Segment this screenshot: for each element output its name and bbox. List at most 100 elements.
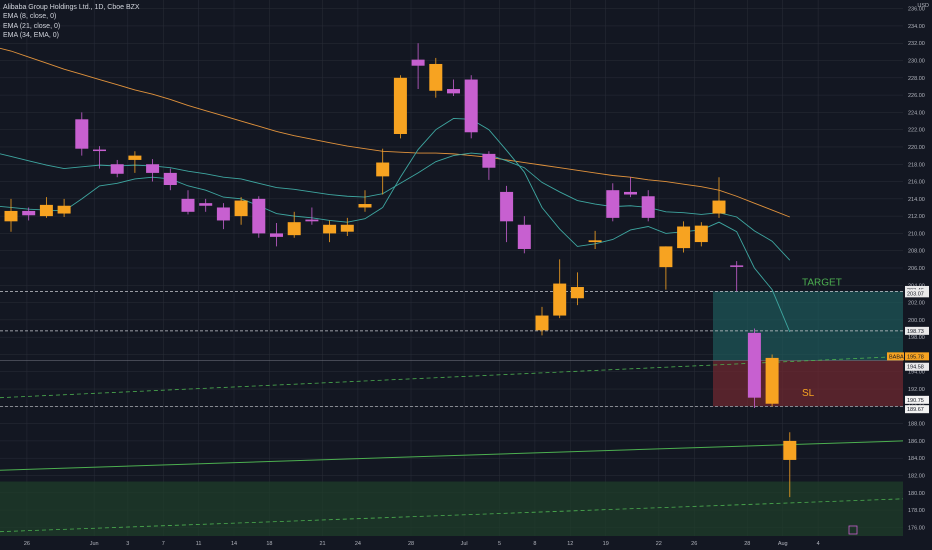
candle-body xyxy=(393,77,407,134)
target-zone xyxy=(713,291,903,361)
candle-body xyxy=(323,224,337,234)
time-tick-label: 7 xyxy=(162,541,165,547)
price-tick-label: 210.00 xyxy=(908,231,925,237)
price-tick-label: 228.00 xyxy=(908,76,925,82)
stop-zone xyxy=(713,360,903,407)
time-tick-label: 3 xyxy=(126,541,129,547)
price-tick-label: 198.00 xyxy=(908,335,925,341)
candle-body xyxy=(75,119,89,149)
candle-body xyxy=(447,89,460,94)
time-tick-label: 26 xyxy=(24,541,30,547)
price-tick-label: 208.00 xyxy=(908,249,925,255)
price-tick-label: 216.00 xyxy=(908,180,925,186)
candle-body xyxy=(712,200,726,214)
price-tag-bg xyxy=(905,405,929,414)
time-tick-label: Aug xyxy=(778,541,788,547)
candle-body xyxy=(677,226,691,249)
price-tick-label: 176.00 xyxy=(908,525,925,531)
candle-body xyxy=(216,207,230,221)
candle-body xyxy=(624,191,637,195)
trend-line-dashed-upper xyxy=(0,355,904,399)
candle-body xyxy=(39,204,53,217)
candle-body xyxy=(199,203,213,206)
price-tick-label: 194.00 xyxy=(908,370,925,376)
candle-body xyxy=(287,222,301,236)
price-tick-label: 214.00 xyxy=(908,197,925,203)
candle-body xyxy=(358,204,372,208)
time-tick-label: 8 xyxy=(533,541,536,547)
chart-legend: Alibaba Group Holdings Ltd., 1D, Cboe BZ… xyxy=(3,3,140,41)
currency-label: USD xyxy=(917,3,929,9)
candle-body xyxy=(517,224,531,249)
price-tick-label: 186.00 xyxy=(908,439,925,445)
candle-body xyxy=(340,224,354,232)
candle-body xyxy=(553,283,567,316)
price-tag-bg xyxy=(905,289,929,298)
price-tick-label: 188.00 xyxy=(908,422,925,428)
price-tick-label: 192.00 xyxy=(908,387,925,393)
price-tick-label: 178.00 xyxy=(908,508,925,514)
price-tick-label: 206.00 xyxy=(908,266,925,272)
candle-body xyxy=(163,172,177,186)
ema-21-line xyxy=(0,152,791,261)
candle-body xyxy=(22,210,36,216)
stop-loss-annotation: SL xyxy=(802,388,815,399)
candle-body xyxy=(181,198,195,212)
time-tick-label: 4 xyxy=(817,541,820,547)
time-tick-label: 24 xyxy=(355,541,361,547)
symbol-tag-label: BABA xyxy=(889,354,904,360)
time-tick-label: 18 xyxy=(266,541,272,547)
candle-body xyxy=(305,219,319,222)
price-tag-bg xyxy=(905,352,929,361)
ema-34-line xyxy=(0,47,790,218)
price-tag-bg xyxy=(905,326,929,335)
tradingview-marker-icon xyxy=(848,525,858,535)
price-tick-label: 218.00 xyxy=(908,162,925,168)
price-tag-label: 195.78 xyxy=(907,354,924,360)
candle-body xyxy=(730,265,744,267)
candle-body xyxy=(606,190,620,218)
candle-body xyxy=(659,246,673,268)
candle-body xyxy=(500,191,514,222)
price-tick-label: 182.00 xyxy=(908,473,925,479)
price-tick-label: 200.00 xyxy=(908,318,925,324)
time-axis-bg xyxy=(0,536,932,550)
price-tick-label: 212.00 xyxy=(908,214,925,220)
candle-body xyxy=(429,63,443,91)
candle-body xyxy=(783,440,797,460)
bottom-zone xyxy=(0,481,903,536)
candle-body xyxy=(482,153,496,168)
price-tag-label: 194.58 xyxy=(907,365,924,371)
candle-body xyxy=(128,155,142,160)
legend-title: Alibaba Group Holdings Ltd., 1D, Cboe BZ… xyxy=(3,4,140,11)
candle-body xyxy=(270,233,283,237)
candle-body xyxy=(411,59,425,66)
price-tick-label: 234.00 xyxy=(908,24,925,30)
time-tick-label: 28 xyxy=(408,541,414,547)
price-tick-label: 226.00 xyxy=(908,93,925,99)
price-tag-label: 189.67 xyxy=(907,407,924,413)
time-tick-label: 19 xyxy=(603,541,609,547)
symbol-tag-bg xyxy=(887,352,904,361)
candle-body xyxy=(765,357,779,404)
time-tick-label: 22 xyxy=(656,541,662,547)
candle-body xyxy=(747,332,761,398)
price-tick-label: 222.00 xyxy=(908,128,925,134)
candle-body xyxy=(464,79,478,133)
price-tick-label: 224.00 xyxy=(908,110,925,116)
price-tick-label: 220.00 xyxy=(908,145,925,151)
legend-ema-21: EMA (21, close, 0) xyxy=(3,22,61,30)
time-tick-label: Jun xyxy=(90,541,99,547)
candle-body xyxy=(641,196,655,218)
price-tag-bg xyxy=(905,395,929,404)
candle-body xyxy=(588,240,602,243)
legend-ema-34: EMA (34, EMA, 0) xyxy=(3,32,60,40)
trend-line-dashed-lower xyxy=(0,498,904,533)
ema-8-line xyxy=(0,117,791,333)
price-tag-bg xyxy=(905,362,929,371)
price-tag-label: 198.73 xyxy=(907,329,924,335)
candle-body xyxy=(110,164,124,174)
candle-body xyxy=(694,225,708,243)
price-tag-label: 203.07 xyxy=(907,291,924,297)
